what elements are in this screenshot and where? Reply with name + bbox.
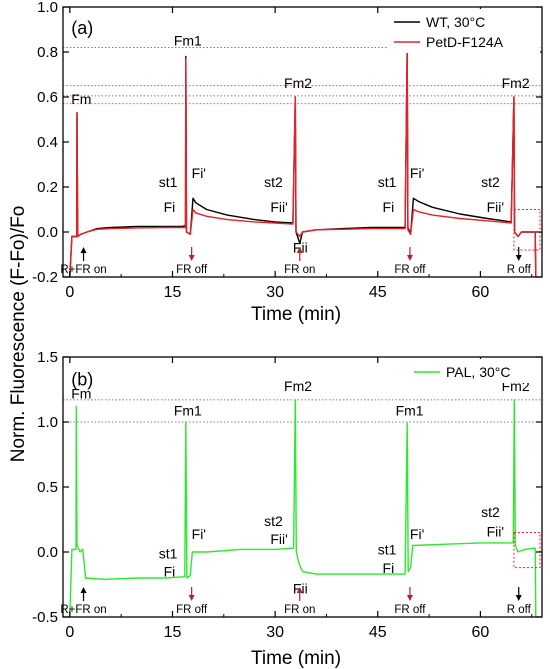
highlight-box [513, 532, 541, 569]
legend-label: PAL, 30°C [446, 364, 510, 380]
legend-background [388, 9, 540, 53]
annotation: Fm2 [284, 378, 312, 394]
legend-label: PetD-F124A [426, 34, 504, 50]
annotation: Fm1 [174, 403, 202, 419]
event-label: FR off [394, 604, 426, 616]
annotation: Fm2 [284, 75, 312, 91]
annotation: st1 [159, 546, 178, 562]
y-tick-label: -0.5 [32, 609, 58, 626]
event-label: FR off [394, 264, 426, 276]
annotation: Fii' [487, 199, 504, 215]
panel-a-xlabel: Time (min) [251, 304, 341, 325]
legend-background [408, 359, 540, 383]
event-arrow-head [296, 587, 303, 593]
event-label: FR on [284, 264, 315, 276]
annotation: Fm1 [396, 403, 424, 419]
event-label: R off [507, 604, 532, 616]
annotation: st1 [159, 174, 178, 190]
annotation: st2 [481, 174, 500, 190]
annotation: st2 [264, 174, 283, 190]
y-tick-label: 1.5 [37, 349, 58, 366]
annotation: Fm [71, 91, 91, 107]
annotation: Fi' [410, 526, 424, 542]
annotation: Fm1 [174, 32, 202, 48]
panel-b: 0 15 30 45 60 -0.5 0.0 0.5 1.0 1.5 (b)Fm Fm1 Fm2 Fm1 F… [32, 349, 543, 641]
annotation: st1 [378, 174, 397, 190]
panel-a: 0 15 30 45 60 -0.2 0.0 0.2 0.4 0.6 0.8 1.0 (a) Fm Fm1 F… [32, 0, 543, 301]
x-tick-label: 60 [472, 284, 490, 301]
annotation: (b) [71, 370, 93, 390]
y-tick-label: 0.2 [37, 179, 58, 196]
series-line [69, 46, 537, 277]
y-tick-label: 0.0 [37, 224, 58, 241]
annotation: Fi [383, 199, 395, 215]
event-arrow-head [188, 255, 195, 261]
chart-panels: 0 15 30 45 60 -0.2 0.0 0.2 0.4 0.6 0.8 1.0 (a) Fm Fm1 F… [32, 0, 543, 641]
figure-ylabel: Norm. Fluorescence (F-Fo)/Fo [8, 206, 29, 463]
x-tick-label: 60 [472, 624, 490, 641]
annotation: st1 [378, 542, 397, 558]
event-label: FR off [176, 604, 208, 616]
series-line [69, 399, 537, 617]
x-tick-label: 45 [369, 284, 387, 301]
annotation: Fi [164, 564, 176, 580]
y-tick-label: 0.4 [37, 134, 58, 151]
x-tick-label: 30 [266, 284, 284, 301]
x-tick-label: 15 [164, 284, 182, 301]
y-tick-label: 0.5 [37, 479, 58, 496]
x-tick-label: 45 [369, 624, 387, 641]
legend: PAL, 30°C [408, 359, 540, 383]
annotation: Fi [383, 560, 395, 576]
event-label: FR off [176, 264, 208, 276]
x-tick-label: 0 [65, 284, 74, 301]
y-tick-label: 1.0 [37, 414, 58, 431]
event-arrow-head [515, 255, 522, 261]
event-label: R+FR on [60, 604, 106, 616]
x-tick-label: 0 [65, 624, 74, 641]
y-tick-label: -0.2 [32, 269, 58, 286]
event-label: R+FR on [60, 264, 106, 276]
annotation: (a) [71, 18, 93, 38]
event-arrow-head [515, 595, 522, 601]
legend-label: WT, 30°C [426, 14, 485, 30]
x-tick-label: 15 [164, 624, 182, 641]
event-arrow-head [296, 247, 303, 253]
annotation: Fii' [270, 199, 287, 215]
event-arrow-head [406, 255, 413, 261]
event-label: FR on [284, 604, 315, 616]
annotation: Fi' [192, 165, 206, 181]
annotation: st2 [264, 513, 283, 529]
annotation: Fii' [270, 531, 287, 547]
annotation: st2 [481, 504, 500, 520]
legend: WT, 30°C PetD-F124A [388, 9, 540, 53]
y-tick-label: 0.8 [37, 44, 58, 61]
event-label: R off [507, 264, 532, 276]
annotation: Fm [71, 386, 91, 402]
y-tick-label: 1.0 [37, 0, 58, 16]
y-tick-label: 0.0 [37, 544, 58, 561]
annotation: Fii [293, 239, 308, 255]
event-arrow-head [188, 595, 195, 601]
y-tick-label: 0.6 [37, 89, 58, 106]
annotation: Fi [164, 199, 176, 215]
annotation: Fi' [410, 165, 424, 181]
x-tick-label: 30 [266, 624, 284, 641]
event-arrow-head [406, 595, 413, 601]
event-arrow-head [80, 247, 87, 253]
event-arrow-head [80, 587, 87, 593]
highlight-box [513, 209, 541, 251]
panel-b-xlabel: Time (min) [251, 648, 341, 669]
annotation: Fi' [192, 526, 206, 542]
annotation: Fm2 [502, 75, 530, 91]
annotation: Fii' [487, 523, 504, 539]
